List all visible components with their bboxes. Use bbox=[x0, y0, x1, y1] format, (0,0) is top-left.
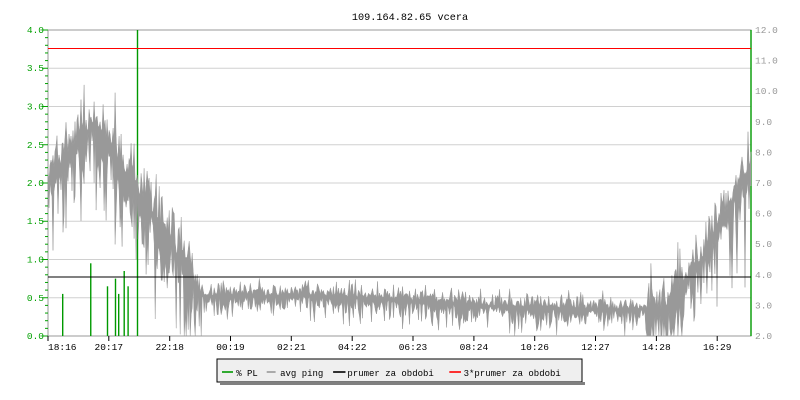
svg-text:3*prumer za obdobi: 3*prumer za obdobi bbox=[464, 369, 561, 379]
svg-text:06:23: 06:23 bbox=[399, 342, 428, 353]
svg-text:5.0: 5.0 bbox=[755, 239, 772, 250]
svg-text:10:26: 10:26 bbox=[520, 342, 549, 353]
svg-text:2.0: 2.0 bbox=[27, 178, 44, 189]
svg-text:0.5: 0.5 bbox=[27, 293, 44, 304]
svg-text:16:29: 16:29 bbox=[703, 342, 732, 353]
svg-text:1.0: 1.0 bbox=[27, 255, 44, 266]
svg-text:3.5: 3.5 bbox=[27, 63, 44, 74]
svg-text:2.5: 2.5 bbox=[27, 140, 44, 151]
svg-text:prumer za obdobi: prumer za obdobi bbox=[347, 369, 433, 379]
svg-text:avg ping: avg ping bbox=[280, 369, 323, 379]
svg-text:22:18: 22:18 bbox=[155, 342, 184, 353]
svg-text:3.0: 3.0 bbox=[755, 300, 772, 311]
svg-text:04:22: 04:22 bbox=[338, 342, 367, 353]
svg-text:18:16: 18:16 bbox=[48, 342, 77, 353]
svg-text:4.0: 4.0 bbox=[755, 270, 772, 281]
svg-text:9.0: 9.0 bbox=[755, 117, 772, 128]
svg-text:02:21: 02:21 bbox=[277, 342, 306, 353]
svg-text:08:24: 08:24 bbox=[460, 342, 489, 353]
svg-text:1.5: 1.5 bbox=[27, 216, 44, 227]
svg-text:109.164.82.65 vcera: 109.164.82.65 vcera bbox=[352, 13, 468, 24]
svg-text:% PL: % PL bbox=[236, 369, 258, 379]
svg-text:00:19: 00:19 bbox=[216, 342, 245, 353]
svg-text:6.0: 6.0 bbox=[755, 209, 772, 220]
svg-text:12:27: 12:27 bbox=[581, 342, 610, 353]
svg-text:3.0: 3.0 bbox=[27, 102, 44, 113]
svg-text:11.0: 11.0 bbox=[755, 56, 778, 67]
svg-text:14:28: 14:28 bbox=[642, 342, 671, 353]
svg-text:7.0: 7.0 bbox=[755, 178, 772, 189]
svg-text:4.0: 4.0 bbox=[27, 25, 44, 36]
svg-text:2.0: 2.0 bbox=[755, 331, 772, 342]
svg-text:20:17: 20:17 bbox=[95, 342, 124, 353]
svg-text:0.0: 0.0 bbox=[27, 331, 44, 342]
svg-text:8.0: 8.0 bbox=[755, 147, 772, 158]
svg-text:12.0: 12.0 bbox=[755, 25, 778, 36]
svg-text:10.0: 10.0 bbox=[755, 86, 778, 97]
